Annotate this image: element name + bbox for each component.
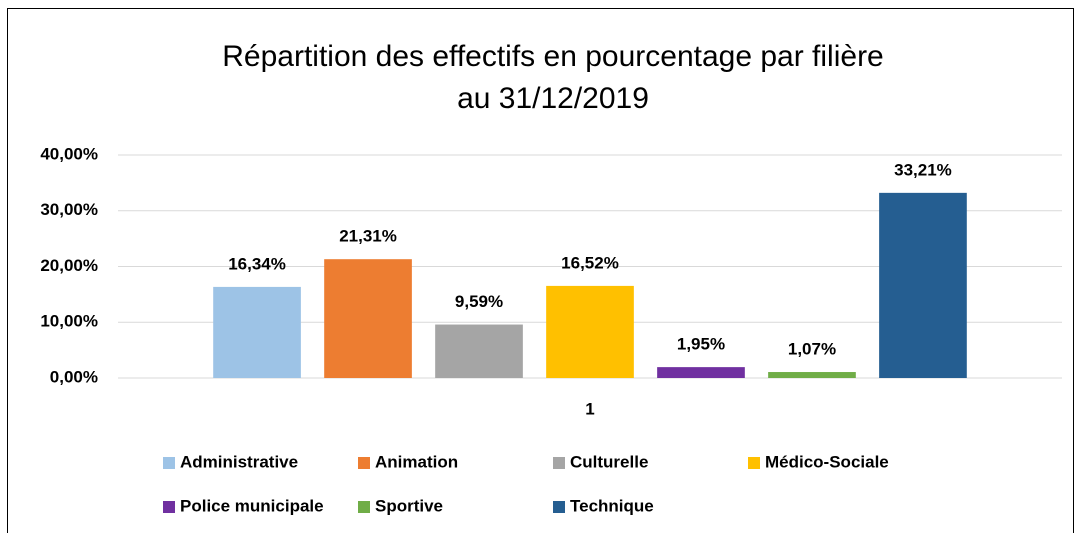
legend-swatch	[358, 457, 370, 469]
chart-title: Répartition des effectifs en pourcentage…	[222, 40, 884, 73]
y-tick-label: 20,00%	[40, 256, 98, 275]
bar	[546, 285, 634, 378]
y-tick-label: 0,00%	[50, 367, 98, 386]
y-tick-label: 10,00%	[40, 312, 98, 331]
bar	[657, 367, 745, 378]
legend-swatch	[553, 457, 565, 469]
legend-swatch	[358, 501, 370, 513]
legend-label: Police municipale	[180, 496, 324, 515]
bar	[435, 324, 523, 378]
bar	[213, 286, 301, 378]
legend-swatch	[553, 501, 565, 513]
legend-label: Culturelle	[570, 452, 648, 471]
bar	[324, 259, 412, 378]
legend-swatch	[748, 457, 760, 469]
legend-swatch	[163, 501, 175, 513]
data-label: 33,21%	[894, 160, 952, 179]
legend-label: Sportive	[375, 496, 443, 515]
legend-label: Animation	[375, 452, 458, 471]
data-label: 21,31%	[339, 227, 397, 246]
x-tick-label: 1	[585, 399, 594, 418]
data-label: 16,34%	[228, 254, 286, 273]
data-label: 1,07%	[788, 340, 836, 359]
bar	[768, 372, 856, 378]
legend-label: Médico-Sociale	[765, 452, 889, 471]
legend-label: Technique	[570, 496, 654, 515]
legend-swatch	[163, 457, 175, 469]
chart-title: au 31/12/2019	[457, 82, 649, 115]
data-label: 1,95%	[677, 335, 725, 354]
bar	[879, 192, 967, 378]
y-tick-label: 40,00%	[40, 144, 98, 163]
data-label: 9,59%	[455, 292, 503, 311]
legend-label: Administrative	[180, 452, 298, 471]
y-tick-label: 30,00%	[40, 200, 98, 219]
data-label: 16,52%	[561, 253, 619, 272]
